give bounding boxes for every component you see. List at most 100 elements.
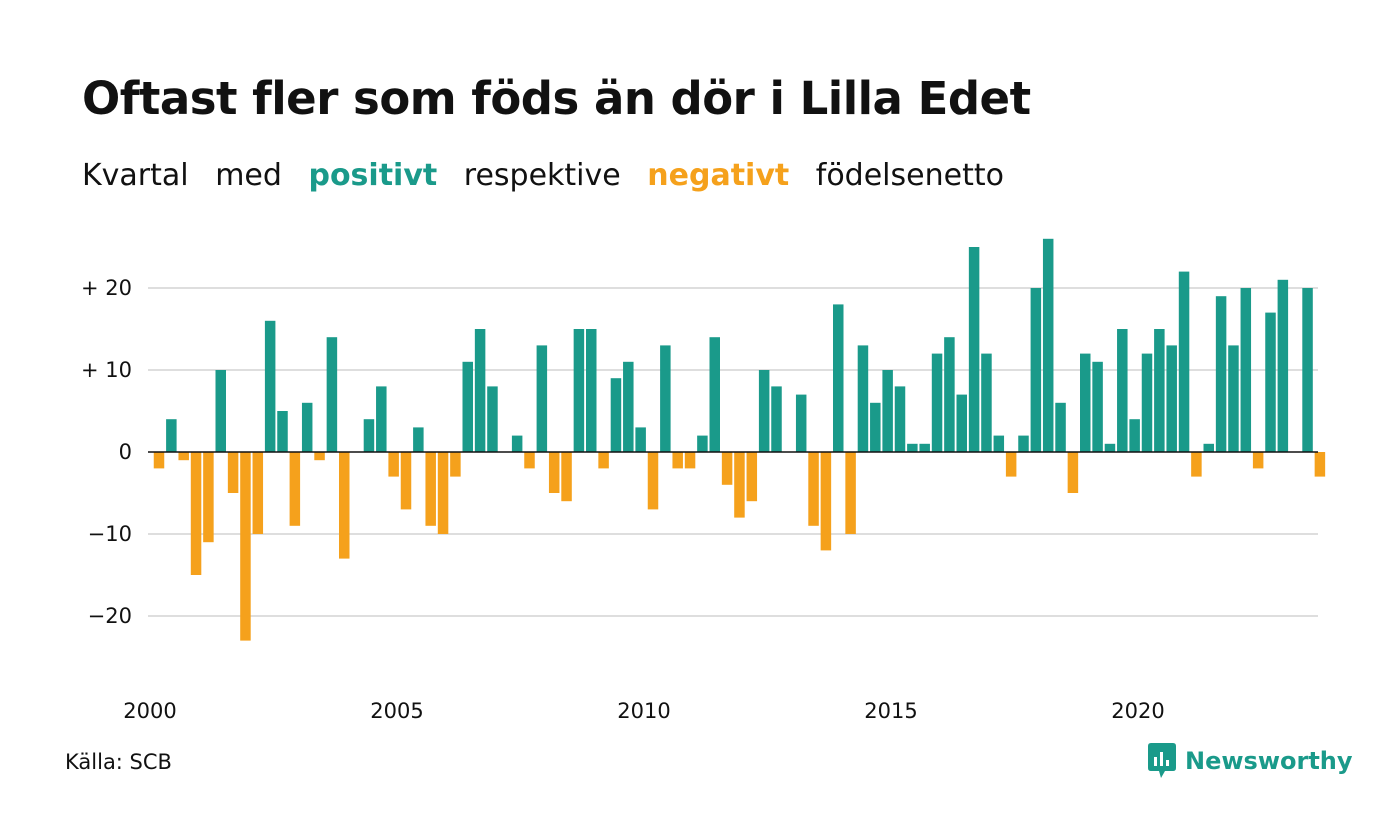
brand-name: Newsworthy bbox=[1185, 747, 1353, 775]
bar-positive bbox=[709, 337, 720, 452]
bar-negative bbox=[153, 452, 165, 469]
bar-negative bbox=[1314, 452, 1326, 477]
bar-negative bbox=[734, 452, 745, 518]
y-tick-label: + 10 bbox=[81, 358, 132, 382]
x-tick-label: 2010 bbox=[617, 699, 670, 723]
bar-positive bbox=[993, 435, 1005, 452]
bar-positive bbox=[487, 386, 498, 452]
bar-negative bbox=[808, 452, 819, 526]
bar-chart: + 20 + 10 0 −10 −20 2000 2005 2010 2015 2020 bbox=[81, 238, 1326, 723]
bar-negative bbox=[1252, 452, 1264, 469]
bar-positive bbox=[573, 329, 585, 452]
bar-negative bbox=[339, 452, 350, 559]
bar-positive bbox=[944, 337, 955, 452]
bar-positive bbox=[215, 370, 226, 452]
bar-positive bbox=[833, 304, 844, 452]
bar-negative bbox=[425, 452, 436, 526]
subtitle-part-respektive: respektive bbox=[463, 158, 621, 193]
bar-positive bbox=[462, 361, 473, 452]
bar-series bbox=[153, 238, 1326, 641]
x-tick-label: 2020 bbox=[1111, 699, 1164, 723]
bar-positive bbox=[1265, 312, 1276, 452]
bar-positive bbox=[1141, 353, 1153, 452]
bar-positive bbox=[376, 386, 387, 452]
bar-negative bbox=[561, 452, 572, 502]
bar-positive bbox=[758, 370, 770, 452]
subtitle-part-fodelsenetto: födelsenetto bbox=[815, 158, 1004, 193]
bar-positive bbox=[264, 320, 276, 452]
bar-positive bbox=[1018, 435, 1029, 452]
bar-positive bbox=[956, 394, 967, 452]
bar-positive bbox=[413, 427, 424, 452]
bar-positive bbox=[1178, 271, 1190, 452]
bar-positive bbox=[1080, 353, 1091, 452]
bar-positive bbox=[968, 247, 980, 452]
bar-negative bbox=[450, 452, 461, 477]
y-tick-label: −20 bbox=[88, 604, 132, 628]
bar-positive bbox=[586, 329, 597, 452]
bar-positive bbox=[919, 443, 930, 452]
x-axis-tick-labels: 2000 2005 2010 2015 2020 bbox=[123, 699, 1164, 723]
chart-subtitle: Kvartal med positivt respektive negativt… bbox=[82, 158, 1021, 193]
bar-negative bbox=[388, 452, 399, 477]
bar-negative bbox=[203, 452, 214, 543]
subtitle-part-kvartal: Kvartal bbox=[82, 158, 189, 193]
subtitle-part-med: med bbox=[215, 158, 282, 193]
subtitle-positive-word: positivt bbox=[308, 158, 438, 193]
bar-positive bbox=[771, 386, 782, 452]
bar-positive bbox=[1154, 329, 1165, 452]
bar-positive bbox=[981, 353, 992, 452]
bar-negative bbox=[820, 452, 832, 551]
bar-positive bbox=[1277, 279, 1289, 452]
bar-positive bbox=[1215, 296, 1227, 452]
bar-positive bbox=[1092, 361, 1103, 452]
y-tick-label: + 20 bbox=[81, 276, 132, 300]
bar-negative bbox=[1067, 452, 1079, 493]
bar-negative bbox=[746, 452, 758, 502]
x-tick-label: 2000 bbox=[123, 699, 176, 723]
bar-negative bbox=[227, 452, 239, 493]
y-tick-label: −10 bbox=[88, 522, 132, 546]
bar-positive bbox=[697, 435, 708, 452]
y-axis-tick-labels: + 20 + 10 0 −10 −20 bbox=[81, 276, 132, 628]
bar-positive bbox=[1117, 329, 1128, 452]
bar-negative bbox=[548, 452, 560, 493]
bar-positive bbox=[511, 435, 523, 452]
bar-positive bbox=[1129, 419, 1140, 452]
x-tick-label: 2015 bbox=[864, 699, 917, 723]
bar-negative bbox=[190, 452, 202, 575]
bar-positive bbox=[870, 402, 881, 452]
bar-positive bbox=[1030, 288, 1042, 452]
bar-positive bbox=[166, 419, 177, 452]
bar-positive bbox=[326, 337, 338, 452]
bar-negative bbox=[400, 452, 412, 510]
bar-positive bbox=[1166, 345, 1177, 452]
bar-positive bbox=[301, 402, 313, 452]
bar-positive bbox=[1302, 288, 1313, 452]
bar-negative bbox=[647, 452, 659, 510]
bar-negative bbox=[684, 452, 696, 469]
bar-positive bbox=[660, 345, 671, 452]
bar-positive bbox=[1203, 443, 1214, 452]
bar-negative bbox=[1005, 452, 1017, 477]
bar-negative bbox=[178, 452, 189, 461]
bar-negative bbox=[437, 452, 449, 534]
bar-positive bbox=[795, 394, 807, 452]
bar-positive bbox=[635, 427, 646, 452]
bar-positive bbox=[623, 361, 634, 452]
y-tick-label: 0 bbox=[119, 440, 132, 464]
bar-negative bbox=[672, 452, 683, 469]
bar-positive bbox=[536, 345, 548, 452]
bar-positive bbox=[894, 386, 906, 452]
bar-positive bbox=[931, 353, 943, 452]
bar-positive bbox=[882, 370, 893, 452]
chart-title: Oftast fler som föds än dör i Lilla Edet bbox=[82, 72, 1031, 125]
source-note: Källa: SCB bbox=[65, 750, 172, 774]
bar-positive bbox=[474, 329, 486, 452]
bar-positive bbox=[1228, 345, 1239, 452]
brand-logo[interactable]: Newsworthy bbox=[1148, 743, 1353, 779]
bar-positive bbox=[1104, 443, 1116, 452]
bar-positive bbox=[610, 378, 622, 452]
bar-positive bbox=[1240, 288, 1252, 452]
bar-negative bbox=[845, 452, 856, 534]
